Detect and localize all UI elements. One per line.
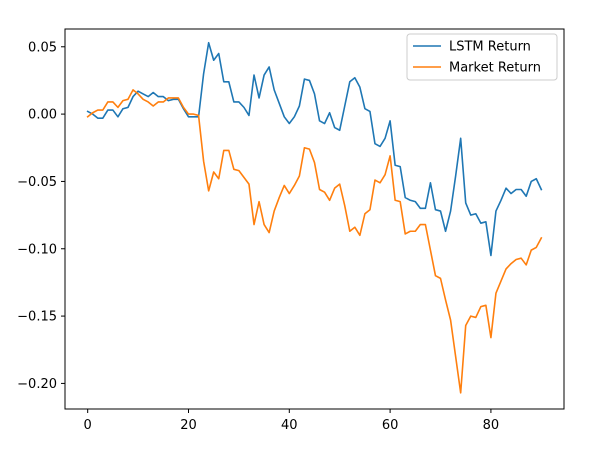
y-tick-label: −0.20 bbox=[17, 377, 57, 392]
x-tick-label: 20 bbox=[180, 418, 197, 433]
legend-label-market-return: Market Return bbox=[449, 61, 541, 76]
series-line-market-return bbox=[86, 89, 543, 394]
x-tick-label: 40 bbox=[281, 418, 298, 433]
plot-area bbox=[86, 41, 543, 394]
y-tick-label: 0.00 bbox=[28, 108, 57, 123]
axes: 0 20 40 60 80 0.05 0.00 −0.05 −0.10 −0.15 −0.20 bbox=[17, 28, 565, 433]
series-line-lstm-return bbox=[86, 41, 543, 257]
legend-label-lstm-return: LSTM Return bbox=[449, 40, 531, 55]
legend-box bbox=[406, 33, 558, 81]
y-tick-label: −0.15 bbox=[17, 310, 57, 325]
x-tick-label: 80 bbox=[483, 418, 500, 433]
y-tick-label: 0.05 bbox=[28, 40, 57, 55]
axes-frame bbox=[64, 28, 565, 410]
x-tick-label: 0 bbox=[84, 418, 92, 433]
y-tick-label: −0.10 bbox=[17, 242, 57, 257]
y-tick-label: −0.05 bbox=[17, 175, 57, 190]
legend: LSTM Return Market Return bbox=[406, 33, 558, 81]
x-tick-label: 60 bbox=[382, 418, 399, 433]
